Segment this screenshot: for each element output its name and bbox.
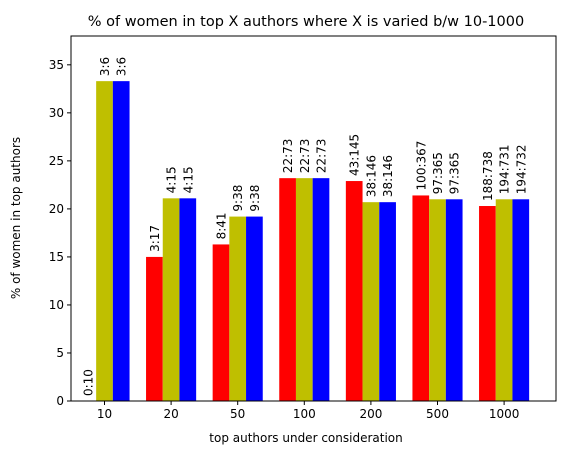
bar	[412, 195, 429, 401]
bar	[446, 199, 463, 401]
bar	[179, 198, 196, 401]
x-tick-label: 1000	[489, 407, 520, 421]
x-axis-label: top authors under consideration	[209, 431, 402, 445]
bar-data-label: 4:15	[181, 166, 195, 193]
x-tick-label: 20	[163, 407, 178, 421]
bar-data-label: 3:6	[115, 57, 129, 76]
bar-data-label: 38:146	[364, 155, 378, 197]
y-tick-label: 0	[56, 394, 64, 408]
bar-data-label: 194:731	[498, 144, 512, 194]
x-tick-label: 50	[230, 407, 245, 421]
bar	[346, 181, 363, 401]
bar-data-label: 3:6	[98, 57, 112, 76]
y-tick-label: 15	[49, 250, 64, 264]
y-tick-label: 10	[49, 298, 64, 312]
bar-data-label: 0:10	[81, 369, 95, 396]
bar-data-label: 97:365	[448, 152, 462, 194]
x-tick-label: 100	[293, 407, 316, 421]
bar	[296, 178, 313, 401]
chart-title: % of women in top X authors where X is v…	[88, 14, 524, 30]
bar-data-label: 38:146	[381, 155, 395, 197]
bar	[512, 199, 529, 401]
bar-data-label: 22:73	[315, 139, 329, 174]
x-tick-label: 10	[97, 407, 112, 421]
bar	[479, 206, 496, 401]
bar	[146, 257, 163, 401]
bar-data-label: 97:365	[431, 152, 445, 194]
y-axis-label: % of women in top authors	[9, 137, 23, 299]
y-tick-label: 30	[49, 106, 64, 120]
bar	[279, 178, 296, 401]
bar	[113, 81, 130, 401]
bar-data-label: 100:367	[414, 141, 428, 191]
bar-data-label: 188:738	[481, 151, 495, 201]
bar-data-label: 3:17	[148, 225, 162, 252]
bar-data-label: 9:38	[231, 185, 245, 212]
bar-data-label: 22:73	[281, 139, 295, 174]
bar	[313, 178, 330, 401]
bar-data-label: 4:15	[165, 166, 179, 193]
bar	[96, 81, 113, 401]
bar-data-label: 8:41	[215, 212, 229, 239]
bar	[496, 199, 513, 401]
bar	[246, 217, 263, 401]
y-tick-label: 20	[49, 202, 64, 216]
bar-data-label: 22:73	[298, 139, 312, 174]
bar	[363, 202, 380, 401]
bar-data-label: 194:732	[514, 144, 528, 194]
bar	[379, 202, 396, 401]
y-tick-label: 5	[56, 346, 64, 360]
bar-data-label: 9:38	[248, 185, 262, 212]
plot-area: 0 5 10 15 20 25 30 35 10 20 50 100 200 500 1000 0:10 3:1…	[49, 57, 529, 421]
bar	[163, 198, 180, 401]
x-tick-label: 200	[359, 407, 382, 421]
bar	[213, 244, 230, 401]
bar-data-label: 43:145	[348, 134, 362, 176]
bar	[229, 217, 246, 401]
x-tick-label: 500	[426, 407, 449, 421]
bar	[429, 199, 446, 401]
y-tick-label: 35	[49, 58, 64, 72]
y-tick-label: 25	[49, 154, 64, 168]
